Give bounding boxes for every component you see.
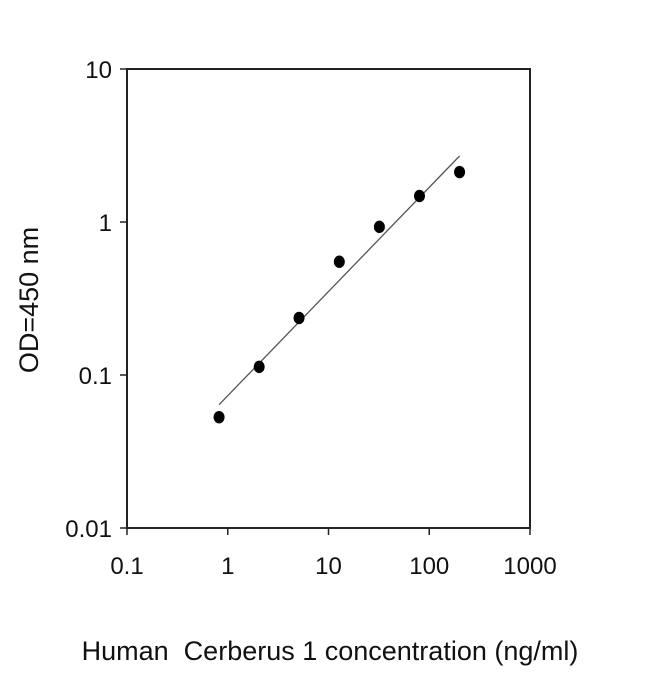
data-point — [293, 311, 305, 325]
y-tick-label: 10 — [85, 57, 112, 84]
data-point — [253, 360, 265, 374]
data-point — [373, 220, 385, 234]
x-tick-label: 100 — [409, 553, 449, 580]
data-points — [213, 165, 466, 424]
data-point — [413, 189, 425, 203]
y-tick-label: 0.01 — [65, 516, 112, 543]
x-tick-label: 1 — [221, 553, 234, 580]
y-tick-label: 1 — [99, 210, 112, 237]
x-axis-ticks: 0.1 1 10 100 1000 — [110, 528, 557, 580]
y-axis-title: OD=450 nm — [14, 227, 44, 373]
data-point — [454, 165, 466, 179]
x-axis-title: Human Cerberus 1 concentration (ng/ml) — [82, 636, 579, 666]
data-point — [213, 410, 225, 424]
y-axis-ticks: 0.01 0.1 1 10 — [65, 57, 127, 543]
x-tick-label: 10 — [315, 553, 342, 580]
x-tick-label: 1000 — [503, 553, 556, 580]
x-tick-label: 0.1 — [110, 553, 143, 580]
data-point — [333, 255, 345, 268]
y-tick-label: 0.1 — [79, 363, 112, 390]
plot-frame — [126, 68, 531, 529]
